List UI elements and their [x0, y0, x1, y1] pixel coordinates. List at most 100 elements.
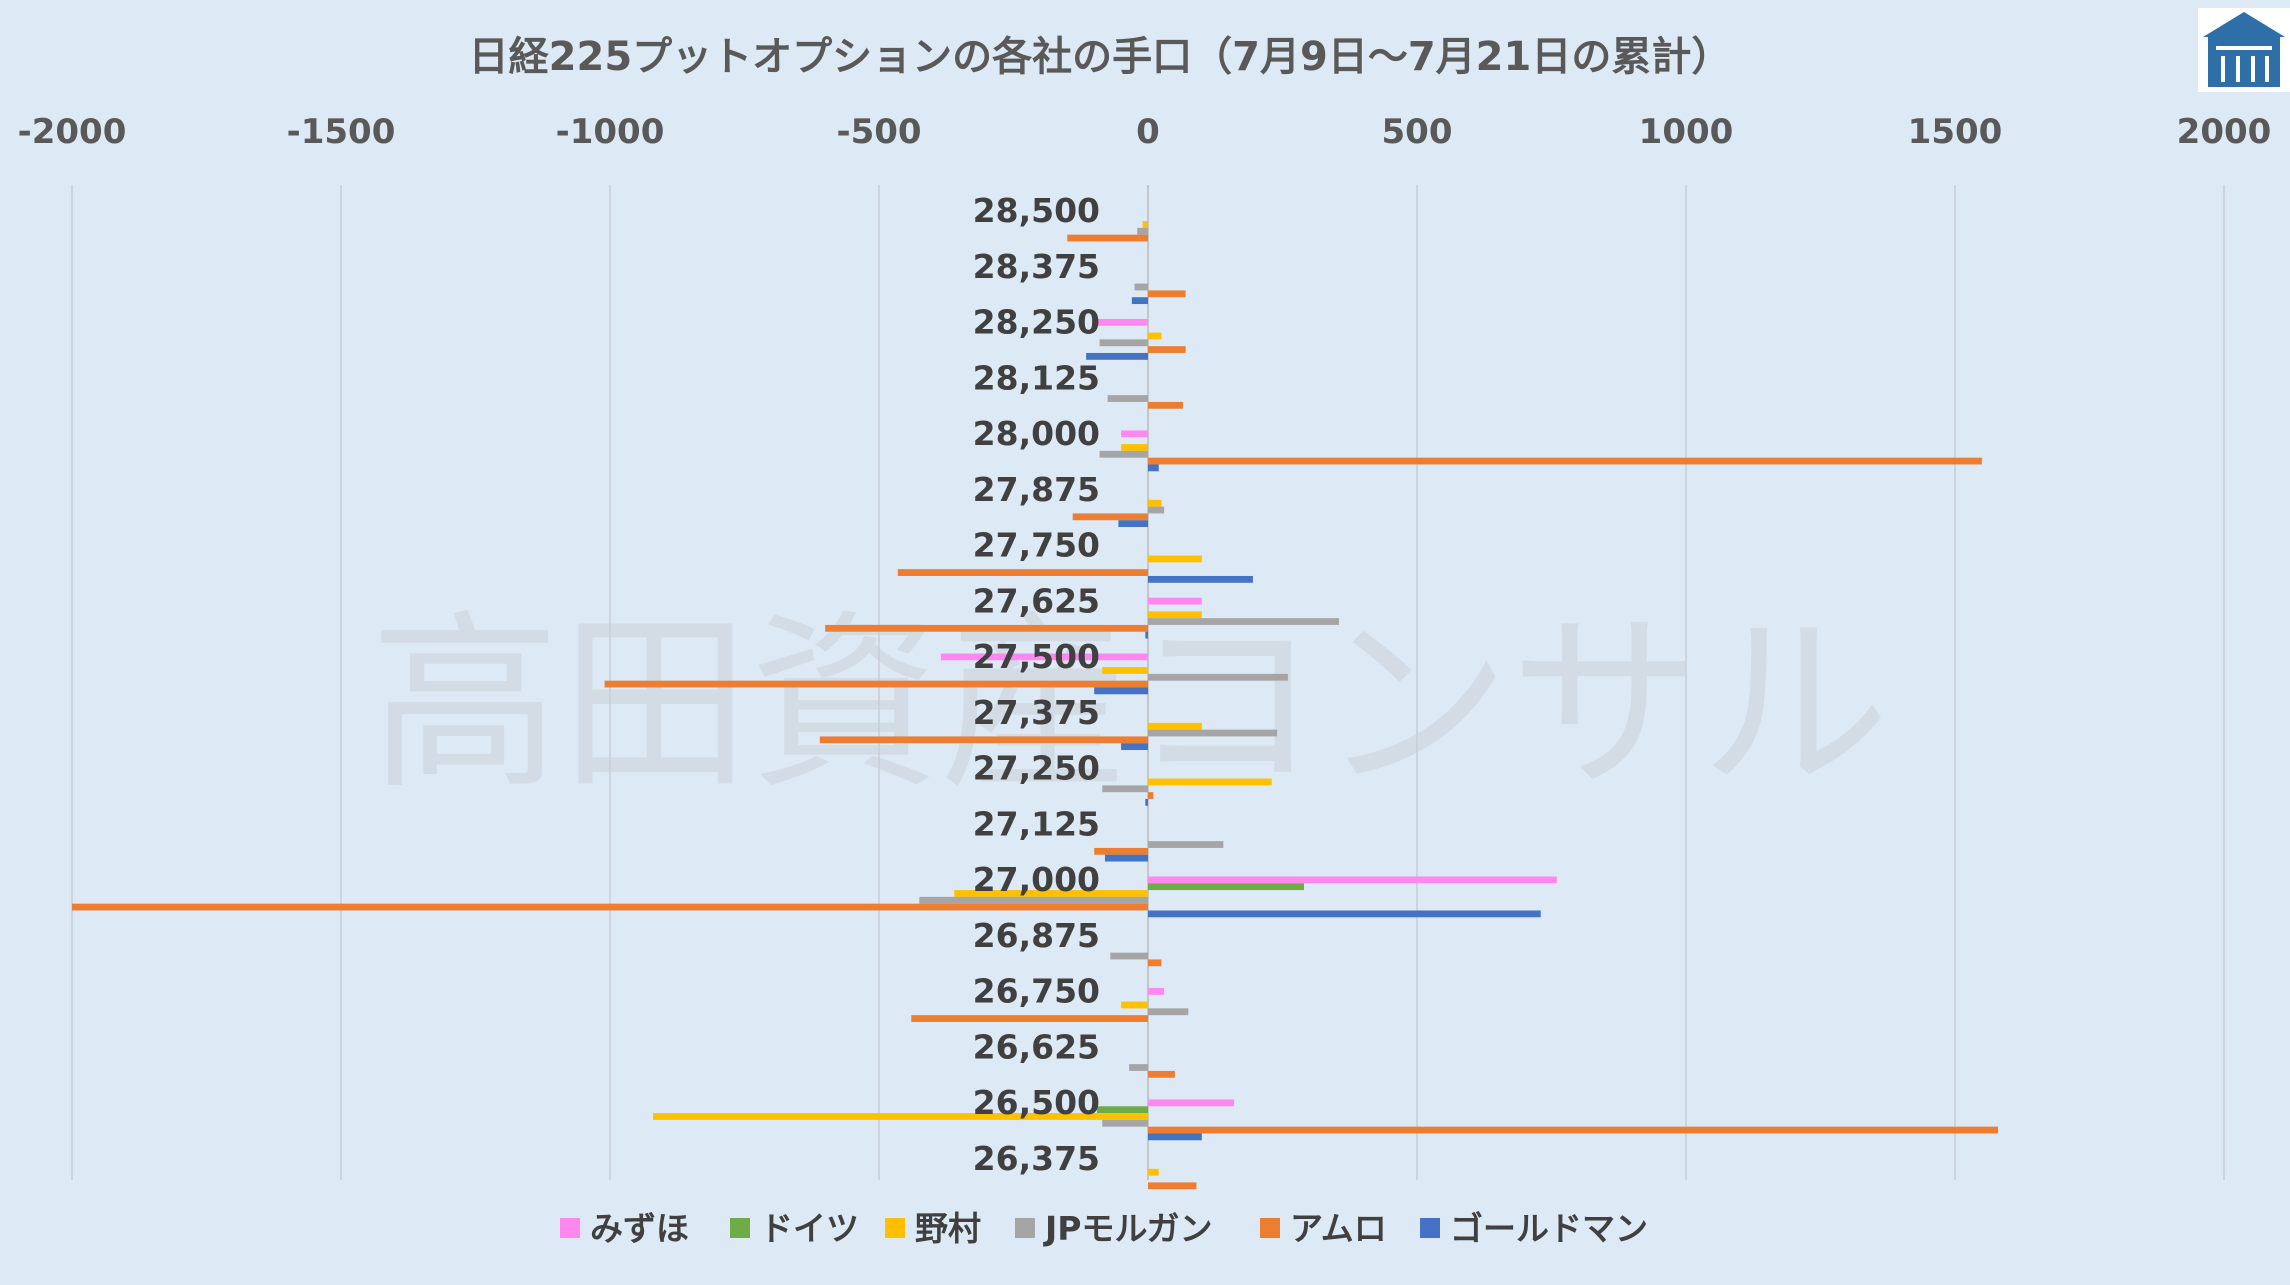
bar	[1148, 506, 1165, 514]
bar	[1148, 401, 1183, 409]
x-tick-label: 0	[1136, 112, 1160, 152]
x-tick-label: 2000	[2177, 112, 2272, 152]
category-label: 28,375	[973, 247, 1100, 286]
bar	[1148, 611, 1202, 619]
bar	[1148, 987, 1165, 995]
legend-label: みずほ	[590, 1209, 689, 1248]
bar	[1148, 597, 1202, 605]
bar	[1094, 847, 1148, 855]
bar	[1094, 687, 1148, 695]
bar	[1148, 464, 1159, 472]
category-label: 28,500	[973, 191, 1100, 230]
bar	[653, 1113, 1148, 1120]
bars	[72, 221, 1999, 1190]
bar	[1148, 290, 1186, 298]
bar	[1104, 854, 1148, 862]
legend-swatch	[885, 1218, 905, 1238]
bar	[1148, 959, 1162, 967]
bar	[1148, 673, 1288, 681]
bar	[1134, 283, 1148, 291]
bar	[1142, 221, 1148, 228]
bar	[1096, 1106, 1148, 1114]
bar	[1148, 1008, 1189, 1016]
bar	[1121, 444, 1148, 451]
legend-swatch	[1420, 1218, 1440, 1238]
bar	[1148, 346, 1186, 353]
x-tick-label: -500	[836, 112, 921, 152]
bar	[1137, 227, 1148, 235]
bar	[1148, 1168, 1159, 1176]
bar	[1102, 1119, 1148, 1127]
bar	[897, 569, 1148, 576]
bar	[1131, 297, 1148, 305]
bar	[1148, 722, 1202, 730]
x-axis-ticks: -2000 -1500 -1000 -500 0 500 1000 1500 2000	[18, 112, 2272, 152]
category-label: 28,125	[973, 358, 1100, 397]
bar	[1086, 352, 1148, 360]
bar	[1148, 332, 1162, 340]
bar	[1148, 457, 1982, 465]
x-tick-label: 1500	[1908, 112, 2003, 152]
legend-label: JPモルガン	[1043, 1209, 1212, 1248]
x-tick-label: -1500	[287, 112, 396, 152]
category-labels: 28,500 28,375 28,250 28,125 28,000 27,875 27,7…	[973, 191, 1100, 1178]
legend-item: ドイツ	[730, 1209, 859, 1248]
bar	[1148, 1182, 1197, 1190]
category-label: 27,375	[973, 693, 1100, 732]
category-label: 27,125	[973, 804, 1100, 843]
bar	[1148, 1070, 1175, 1078]
category-label: 28,000	[973, 414, 1100, 453]
bar	[1145, 798, 1148, 806]
category-label: 27,500	[973, 637, 1100, 676]
legend-label: アムロ	[1290, 1209, 1387, 1248]
category-label: 27,000	[973, 860, 1100, 899]
bar	[1107, 395, 1148, 402]
bar	[1148, 555, 1202, 563]
bar	[1148, 778, 1272, 786]
bar	[954, 890, 1148, 897]
bar	[1148, 575, 1253, 583]
bar	[1148, 910, 1541, 918]
bar	[1148, 883, 1305, 891]
bar	[1110, 952, 1148, 960]
bar	[1102, 785, 1148, 793]
legend-label: 野村	[915, 1209, 981, 1248]
bar	[1121, 743, 1148, 751]
bar	[1148, 618, 1339, 625]
bar	[1148, 499, 1162, 507]
x-tick-label: 500	[1382, 112, 1453, 152]
category-label: 26,625	[973, 1027, 1100, 1066]
category-label: 26,375	[973, 1139, 1100, 1178]
legend-swatch	[730, 1218, 750, 1238]
bar	[1148, 1099, 1235, 1107]
bar	[1148, 1133, 1202, 1141]
bar	[911, 1015, 1148, 1022]
bar	[1148, 792, 1154, 799]
bar	[1121, 1001, 1148, 1009]
logo-icon	[2198, 8, 2290, 92]
bar	[604, 680, 1148, 688]
bar	[819, 736, 1148, 744]
bar	[825, 624, 1148, 632]
legend: みずほ ドイツ 野村 JPモルガン アムロ ゴールドマン	[560, 1209, 1648, 1248]
bar	[1099, 339, 1148, 347]
category-label: 26,500	[973, 1083, 1100, 1122]
bar	[1148, 841, 1224, 848]
chart-title: 日経225プットオプションの各社の手口（7月9日～7月21日の累計）	[469, 34, 1732, 80]
category-label: 27,625	[973, 581, 1100, 620]
category-label: 26,750	[973, 972, 1100, 1011]
legend-label: ゴールドマン	[1450, 1209, 1648, 1248]
bar	[1094, 318, 1148, 326]
category-label: 27,875	[973, 470, 1100, 509]
category-label: 28,250	[973, 303, 1100, 342]
x-tick-label: -1000	[556, 112, 665, 152]
legend-swatch	[1260, 1218, 1280, 1238]
bar	[1148, 729, 1278, 737]
bar	[1145, 631, 1148, 639]
bar	[1148, 1126, 1999, 1134]
category-label: 26,875	[973, 916, 1100, 955]
bar	[1129, 1064, 1148, 1071]
bar	[72, 903, 1148, 911]
